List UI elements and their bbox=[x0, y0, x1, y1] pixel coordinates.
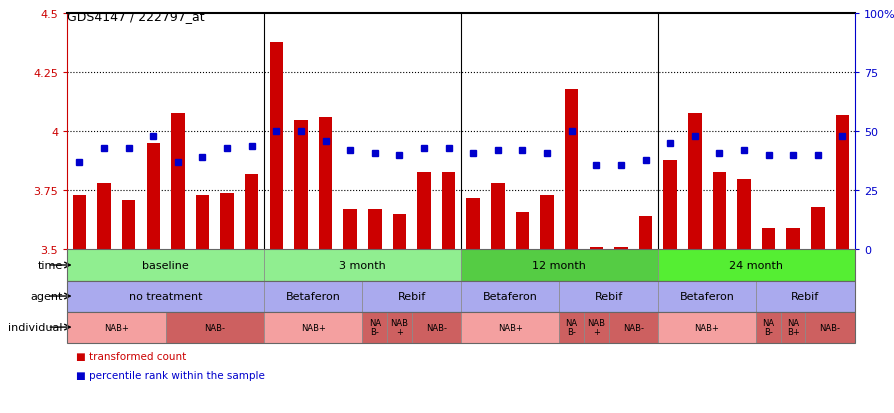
Bar bbox=[367, 210, 381, 250]
Text: Betaferon: Betaferon bbox=[285, 291, 341, 301]
Bar bbox=[687, 113, 701, 250]
Bar bbox=[657, 250, 854, 281]
Text: NAB
+: NAB + bbox=[586, 318, 604, 337]
Text: NA
B-: NA B- bbox=[762, 318, 774, 337]
Text: NAB+: NAB+ bbox=[497, 323, 522, 332]
Text: no treatment: no treatment bbox=[129, 291, 202, 301]
Text: NA
B-: NA B- bbox=[368, 318, 381, 337]
Bar bbox=[460, 312, 559, 343]
Bar bbox=[835, 116, 848, 250]
Bar bbox=[147, 144, 160, 250]
Bar bbox=[362, 281, 460, 312]
Text: NAB-: NAB- bbox=[622, 323, 643, 332]
Bar bbox=[72, 196, 86, 250]
Bar bbox=[657, 312, 755, 343]
Bar bbox=[712, 172, 725, 250]
Bar bbox=[805, 312, 854, 343]
Bar bbox=[417, 172, 430, 250]
Bar bbox=[559, 312, 583, 343]
Bar bbox=[460, 281, 559, 312]
Text: 24 month: 24 month bbox=[729, 260, 782, 271]
Bar bbox=[780, 312, 805, 343]
Text: NA
B+: NA B+ bbox=[786, 318, 798, 337]
Bar bbox=[540, 196, 553, 250]
Bar bbox=[657, 281, 755, 312]
Text: Rebif: Rebif bbox=[397, 291, 426, 301]
Bar bbox=[362, 312, 386, 343]
Bar bbox=[466, 198, 479, 250]
Bar bbox=[442, 172, 455, 250]
Text: Rebif: Rebif bbox=[594, 291, 622, 301]
Bar bbox=[245, 175, 258, 250]
Bar bbox=[264, 312, 362, 343]
Bar bbox=[171, 113, 184, 250]
Text: ■ percentile rank within the sample: ■ percentile rank within the sample bbox=[76, 370, 265, 380]
Bar bbox=[318, 118, 332, 250]
Text: NAB
+: NAB + bbox=[390, 318, 408, 337]
Bar bbox=[67, 312, 165, 343]
Bar bbox=[97, 184, 111, 250]
Text: NAB+: NAB+ bbox=[300, 323, 325, 332]
Bar bbox=[608, 312, 657, 343]
Text: NA
B-: NA B- bbox=[565, 318, 578, 337]
Bar bbox=[786, 229, 799, 250]
Bar bbox=[583, 312, 608, 343]
Bar bbox=[122, 200, 135, 250]
Text: NAB-: NAB- bbox=[819, 323, 839, 332]
Bar bbox=[515, 212, 528, 250]
Text: NAB+: NAB+ bbox=[104, 323, 129, 332]
Bar bbox=[737, 179, 750, 250]
Text: Betaferon: Betaferon bbox=[679, 291, 734, 301]
Bar bbox=[269, 43, 283, 250]
Bar bbox=[460, 250, 657, 281]
Bar bbox=[613, 247, 627, 250]
Text: Betaferon: Betaferon bbox=[482, 291, 537, 301]
Text: baseline: baseline bbox=[142, 260, 189, 271]
Bar bbox=[67, 281, 264, 312]
Bar bbox=[638, 217, 652, 250]
Bar bbox=[491, 184, 504, 250]
Bar bbox=[220, 193, 233, 250]
Bar bbox=[559, 281, 657, 312]
Bar bbox=[343, 210, 357, 250]
Text: NAB-: NAB- bbox=[204, 323, 225, 332]
Bar bbox=[392, 215, 406, 250]
Bar bbox=[761, 229, 774, 250]
Text: NAB-: NAB- bbox=[426, 323, 446, 332]
Bar bbox=[67, 250, 264, 281]
Text: ■ transformed count: ■ transformed count bbox=[76, 351, 186, 361]
Bar bbox=[662, 160, 676, 250]
Text: 3 month: 3 month bbox=[339, 260, 385, 271]
Text: 12 month: 12 month bbox=[532, 260, 586, 271]
Text: individual: individual bbox=[8, 322, 63, 332]
Bar bbox=[810, 207, 823, 250]
Bar bbox=[165, 312, 264, 343]
Bar bbox=[264, 250, 460, 281]
Text: Rebif: Rebif bbox=[790, 291, 819, 301]
Bar bbox=[411, 312, 460, 343]
Text: GDS4147 / 222797_at: GDS4147 / 222797_at bbox=[67, 10, 205, 23]
Bar bbox=[386, 312, 411, 343]
Bar bbox=[294, 121, 308, 250]
Bar bbox=[755, 312, 780, 343]
Bar bbox=[564, 90, 578, 250]
Bar bbox=[264, 281, 362, 312]
Text: time: time bbox=[38, 260, 63, 271]
Bar bbox=[755, 281, 854, 312]
Text: NAB+: NAB+ bbox=[694, 323, 719, 332]
Bar bbox=[196, 196, 209, 250]
Bar bbox=[589, 247, 603, 250]
Text: agent: agent bbox=[30, 291, 63, 301]
